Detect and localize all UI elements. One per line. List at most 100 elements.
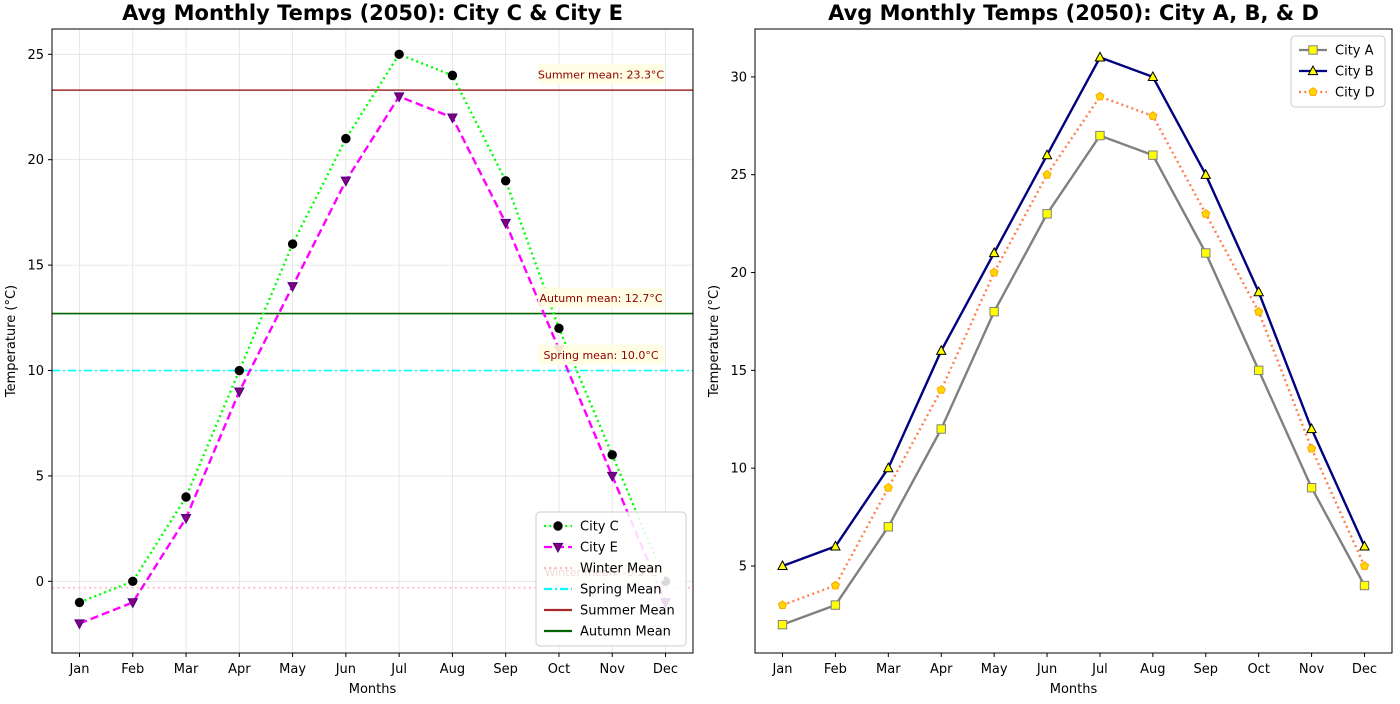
legend-box <box>535 511 687 647</box>
x-tick-label: Jan <box>771 662 792 677</box>
x-tick-label: Aug <box>440 662 465 677</box>
data-point <box>233 387 245 398</box>
x-tick-label: Jun <box>1036 662 1057 677</box>
legend-label: City E <box>580 541 618 556</box>
data-point <box>777 619 788 630</box>
legend-label: Spring Mean <box>580 583 662 598</box>
series-city-a <box>777 130 1370 630</box>
reference-label-text: Spring mean: 10.0°C <box>543 349 658 362</box>
x-tick-label: Jan <box>68 662 89 677</box>
y-tick-label: 5 <box>739 559 747 574</box>
legend-marker <box>1308 87 1318 96</box>
legend-marker <box>552 542 564 554</box>
x-tick-label: Feb <box>824 662 847 677</box>
data-point <box>1201 209 1211 218</box>
data-point <box>127 598 139 609</box>
data-point <box>341 133 351 144</box>
series-line <box>782 134 1366 626</box>
x-tick-label: Nov <box>1299 662 1325 677</box>
data-point <box>777 559 788 571</box>
reference-label-box <box>538 344 664 365</box>
x-tick-label: Mar <box>174 662 199 677</box>
x-tick-label: Jul <box>390 662 407 677</box>
legend: City A City B City D <box>1290 35 1386 108</box>
y-tick-label: 30 <box>730 70 747 85</box>
x-tick-label: Sep <box>1194 662 1219 677</box>
data-point <box>446 113 458 124</box>
y-tick-label: 10 <box>27 364 44 379</box>
data-point <box>936 424 946 434</box>
data-point <box>1201 248 1211 258</box>
data-point <box>1359 540 1370 551</box>
legend-marker <box>1308 45 1318 55</box>
data-point <box>883 482 893 492</box>
data-point <box>989 306 999 317</box>
data-point <box>777 600 788 609</box>
data-point <box>935 344 947 355</box>
data-point <box>830 600 841 610</box>
reference-label: Summer mean: 23.3°C <box>538 64 664 85</box>
x-axis-label: Months <box>349 682 397 697</box>
x-tick-label: Jul <box>1091 662 1108 677</box>
y-tick-label: 15 <box>730 364 747 379</box>
x-tick-label: May <box>981 662 1008 677</box>
x-tick-label: Feb <box>121 662 144 677</box>
data-point <box>1148 150 1158 160</box>
data-point <box>234 365 245 376</box>
data-point <box>1041 149 1053 160</box>
data-point <box>128 576 138 587</box>
data-point <box>340 176 352 187</box>
data-point <box>1306 483 1317 493</box>
data-point <box>500 218 512 230</box>
x-tick-label: Dec <box>653 662 678 677</box>
data-point <box>607 450 617 460</box>
data-point <box>1094 51 1106 62</box>
reference-label-box <box>538 64 664 85</box>
reference-label-box <box>538 287 664 308</box>
y-tick-label: 15 <box>27 259 44 274</box>
legend-label: City C <box>580 520 619 535</box>
x-tick-label: Mar <box>876 662 901 677</box>
series-line <box>79 53 667 604</box>
legend-marker <box>1307 64 1319 76</box>
data-point <box>1200 168 1212 179</box>
reference-label-text: Autumn mean: 12.7°C <box>539 292 662 305</box>
x-tick-label: May <box>279 662 306 677</box>
data-point <box>180 513 192 525</box>
chart-panel-1: Avg Monthly Temps (2050): City C & City … <box>4 1 694 697</box>
data-point <box>500 176 511 186</box>
data-point <box>1042 209 1052 219</box>
legend-label: City B <box>1335 65 1374 80</box>
y-tick-label: 20 <box>730 266 747 281</box>
y-tick-label: 25 <box>27 48 44 63</box>
data-point <box>1148 111 1158 120</box>
x-tick-label: Sep <box>493 662 518 677</box>
series-line <box>782 56 1366 568</box>
x-tick-label: Nov <box>600 662 626 677</box>
data-point <box>74 597 85 608</box>
series-line <box>79 95 667 625</box>
reference-label: Autumn mean: 12.7°C <box>538 287 664 308</box>
legend-label: Autumn Mean <box>580 625 671 640</box>
chart-title: Avg Monthly Temps (2050): City C & City … <box>122 1 623 25</box>
data-point <box>936 385 946 394</box>
data-point <box>74 619 85 630</box>
data-point <box>394 49 404 59</box>
data-point <box>1253 286 1265 297</box>
chart-panel-2: Avg Monthly Temps (2050): City A, B, & D… <box>707 1 1393 697</box>
plot-frame <box>51 28 694 654</box>
data-point <box>1306 422 1318 434</box>
y-tick-label: 20 <box>27 153 44 168</box>
data-point <box>606 471 618 482</box>
x-tick-label: Apr <box>228 662 251 677</box>
data-point <box>988 246 1000 258</box>
y-tick-label: 0 <box>36 575 44 590</box>
y-axis-label: Temperature (°C) <box>4 285 19 398</box>
x-tick-label: Apr <box>930 662 953 677</box>
data-point <box>1095 130 1105 141</box>
data-point <box>989 267 999 277</box>
series-line <box>782 95 1366 607</box>
data-point <box>1147 70 1159 82</box>
